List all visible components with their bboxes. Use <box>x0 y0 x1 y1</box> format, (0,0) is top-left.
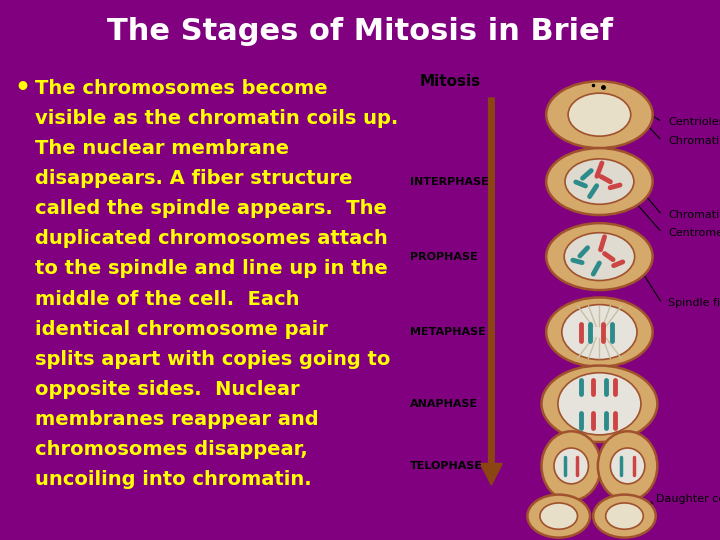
Text: duplicated chromosomes attach: duplicated chromosomes attach <box>35 230 387 248</box>
Text: Chromatin: Chromatin <box>668 136 720 146</box>
Ellipse shape <box>593 495 656 538</box>
Ellipse shape <box>546 81 652 148</box>
Text: Spindle fibers: Spindle fibers <box>668 299 720 308</box>
Text: called the spindle appears.  The: called the spindle appears. The <box>35 199 387 218</box>
Ellipse shape <box>562 305 637 360</box>
Text: Mitosis: Mitosis <box>419 74 480 89</box>
Text: membranes reappear and: membranes reappear and <box>35 410 318 429</box>
Ellipse shape <box>598 431 657 501</box>
Text: ANAPHASE: ANAPHASE <box>410 399 478 409</box>
Text: uncoiling into chromatin.: uncoiling into chromatin. <box>35 470 311 489</box>
Ellipse shape <box>611 448 645 484</box>
FancyArrow shape <box>480 98 503 485</box>
Text: visible as the chromatin coils up.: visible as the chromatin coils up. <box>35 109 398 128</box>
Ellipse shape <box>554 448 588 484</box>
Ellipse shape <box>541 366 657 442</box>
Text: The Stages of Mitosis in Brief: The Stages of Mitosis in Brief <box>107 17 613 45</box>
Text: Centromere: Centromere <box>668 228 720 238</box>
Text: disappears. A fiber structure: disappears. A fiber structure <box>35 169 352 188</box>
Ellipse shape <box>546 223 652 290</box>
Text: INTERPHASE: INTERPHASE <box>410 177 489 187</box>
Text: METAPHASE: METAPHASE <box>410 327 486 337</box>
Text: TELOPHASE: TELOPHASE <box>410 461 483 471</box>
Text: to the spindle and line up in the: to the spindle and line up in the <box>35 260 387 279</box>
Ellipse shape <box>568 93 631 136</box>
Text: Daughter cells: Daughter cells <box>656 495 720 504</box>
Ellipse shape <box>565 159 634 204</box>
Text: PROPHASE: PROPHASE <box>410 252 477 261</box>
Text: The nuclear membrane: The nuclear membrane <box>35 139 289 158</box>
Ellipse shape <box>606 503 643 529</box>
Text: chromosomes disappear,: chromosomes disappear, <box>35 440 307 459</box>
Text: The chromosomes become: The chromosomes become <box>35 79 327 98</box>
Text: opposite sides.  Nuclear: opposite sides. Nuclear <box>35 380 300 399</box>
Ellipse shape <box>546 148 652 215</box>
Ellipse shape <box>540 503 577 529</box>
Ellipse shape <box>564 233 634 280</box>
Text: identical chromosome pair: identical chromosome pair <box>35 320 328 339</box>
Text: •: • <box>14 77 30 100</box>
Ellipse shape <box>527 495 590 538</box>
Text: Centrioles: Centrioles <box>668 117 720 127</box>
Ellipse shape <box>541 431 601 501</box>
Ellipse shape <box>558 373 641 435</box>
Text: Chromatids: Chromatids <box>668 210 720 220</box>
Ellipse shape <box>546 298 652 367</box>
Text: middle of the cell.  Each: middle of the cell. Each <box>35 289 299 308</box>
Text: splits apart with copies going to: splits apart with copies going to <box>35 350 390 369</box>
